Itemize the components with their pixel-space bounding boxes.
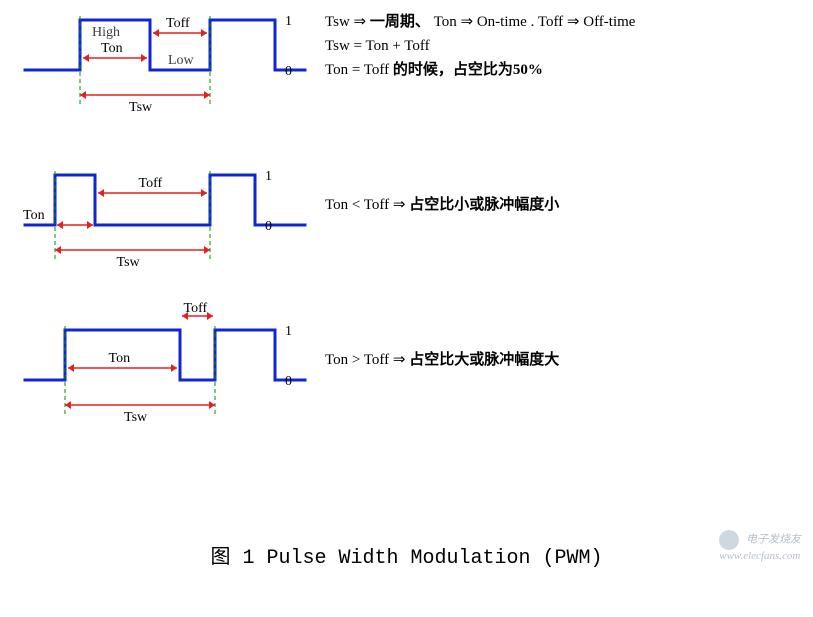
svg-text:Ton < Toff ⇒ 占空比小或脉冲幅度小: Ton < Toff ⇒ 占空比小或脉冲幅度小 [325,195,559,213]
svg-text:Ton > Toff ⇒ 占空比大或脉冲幅度大: Ton > Toff ⇒ 占空比大或脉冲幅度大 [325,350,559,368]
svg-text:High: High [92,25,120,40]
svg-text:Toff: Toff [166,16,190,31]
svg-text:Ton: Ton [101,41,123,56]
figure-caption: 图 1 Pulse Width Modulation (PWM) [0,540,813,570]
svg-text:Tsw: Tsw [124,410,148,425]
svg-text:Tsw: Tsw [117,255,141,270]
watermark-text2: www.elecfans.com [719,550,800,562]
svg-text:Tsw ⇒ 一周期、 Ton ⇒ On-tim: Tsw ⇒ 一周期、 Ton ⇒ On-time . Toff ⇒ Off-ti… [325,12,636,30]
pwm-svg: 1 0 High Low Ton Toff Tsw Tsw ⇒ 一周期、 Ton ⇒ On-t… [15,0,795,500]
svg-text:Ton = Toff 的时候，占空比为50%: Ton = Toff 的时候，占空比为50% [325,60,543,78]
svg-text:0: 0 [285,64,292,79]
pwm-diagram-area: 1 0 High Low Ton Toff Tsw Tsw ⇒ 一周期、 Ton ⇒ On-t… [15,0,795,500]
watermark-text1: 电子发烧友 [746,534,801,546]
svg-text:1: 1 [265,169,272,184]
svg-text:Low: Low [168,53,195,68]
svg-text:Ton: Ton [23,208,45,223]
svg-text:Tsw = Ton + Toff: Tsw = Ton + Toff [325,38,430,54]
svg-text:1: 1 [285,324,292,339]
watermark: 电子发烧友 www.elecfans.com [719,530,801,562]
watermark-logo-icon [719,530,739,550]
svg-text:0: 0 [265,219,272,234]
svg-text:Toff: Toff [184,301,208,316]
svg-text:0: 0 [285,374,292,389]
svg-text:Ton: Ton [109,351,131,366]
svg-text:Toff: Toff [139,176,163,191]
svg-text:Tsw: Tsw [129,100,153,115]
svg-text:1: 1 [285,14,292,29]
